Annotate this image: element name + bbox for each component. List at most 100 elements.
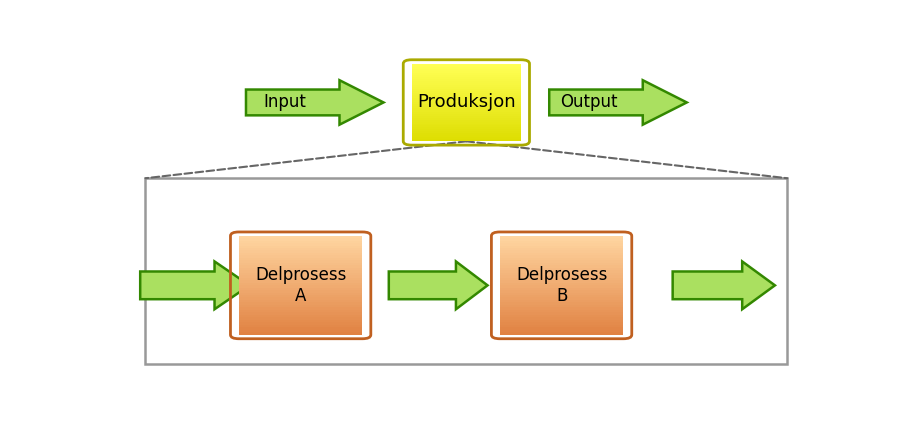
Bar bbox=[411, 118, 521, 120]
Bar bbox=[411, 124, 521, 126]
Bar bbox=[239, 238, 362, 241]
Bar bbox=[239, 297, 362, 300]
Bar bbox=[500, 290, 623, 293]
Bar bbox=[239, 317, 362, 320]
Bar bbox=[239, 295, 362, 298]
Text: Delprosess
B: Delprosess B bbox=[516, 266, 607, 305]
Bar bbox=[500, 282, 623, 285]
Bar bbox=[411, 114, 521, 116]
Bar bbox=[500, 270, 623, 273]
Bar bbox=[411, 110, 521, 112]
Bar bbox=[239, 332, 362, 335]
Bar bbox=[411, 73, 521, 75]
Bar bbox=[239, 300, 362, 303]
Text: Output: Output bbox=[560, 93, 617, 111]
Bar bbox=[239, 236, 362, 238]
Polygon shape bbox=[672, 262, 775, 309]
Bar bbox=[411, 104, 521, 106]
Bar bbox=[239, 325, 362, 327]
Bar bbox=[239, 275, 362, 278]
Bar bbox=[411, 85, 521, 87]
Bar bbox=[500, 275, 623, 278]
Bar bbox=[411, 96, 521, 98]
Bar bbox=[411, 120, 521, 122]
Bar bbox=[239, 282, 362, 285]
Bar bbox=[411, 133, 521, 135]
Bar bbox=[411, 75, 521, 77]
Bar bbox=[411, 95, 521, 97]
Bar bbox=[239, 303, 362, 305]
Bar bbox=[146, 178, 787, 365]
Bar bbox=[411, 69, 521, 71]
Bar bbox=[500, 288, 623, 290]
Bar bbox=[500, 332, 623, 335]
Bar bbox=[239, 268, 362, 270]
Polygon shape bbox=[246, 80, 383, 125]
Bar bbox=[411, 63, 521, 65]
Bar bbox=[500, 320, 623, 322]
Bar bbox=[500, 258, 623, 261]
Bar bbox=[239, 243, 362, 246]
Bar bbox=[239, 285, 362, 288]
Bar bbox=[239, 270, 362, 273]
Bar bbox=[500, 292, 623, 295]
Bar bbox=[500, 243, 623, 246]
Bar bbox=[411, 135, 521, 137]
Bar bbox=[411, 112, 521, 114]
Bar bbox=[239, 273, 362, 276]
Bar bbox=[239, 253, 362, 256]
Bar bbox=[411, 102, 521, 104]
Bar bbox=[239, 320, 362, 322]
Bar bbox=[411, 128, 521, 130]
Bar bbox=[500, 250, 623, 253]
Bar bbox=[500, 307, 623, 310]
Text: Delprosess
A: Delprosess A bbox=[255, 266, 347, 305]
Bar bbox=[500, 310, 623, 312]
Bar bbox=[411, 139, 521, 141]
Bar bbox=[500, 327, 623, 330]
Bar bbox=[500, 295, 623, 298]
Bar bbox=[411, 71, 521, 73]
Bar bbox=[411, 129, 521, 131]
Bar bbox=[411, 81, 521, 83]
Bar bbox=[239, 248, 362, 251]
Bar bbox=[500, 280, 623, 283]
Bar bbox=[411, 67, 521, 69]
Bar bbox=[500, 263, 623, 265]
Bar bbox=[411, 137, 521, 139]
Text: Input: Input bbox=[264, 93, 307, 111]
Bar bbox=[500, 238, 623, 241]
Bar bbox=[239, 241, 362, 244]
Bar bbox=[500, 260, 623, 263]
Bar bbox=[239, 305, 362, 308]
Bar bbox=[411, 100, 521, 102]
Bar bbox=[500, 246, 623, 248]
Bar bbox=[239, 250, 362, 253]
Bar bbox=[239, 315, 362, 318]
Bar bbox=[411, 131, 521, 134]
Bar bbox=[239, 290, 362, 293]
Polygon shape bbox=[140, 262, 249, 309]
Bar bbox=[500, 241, 623, 244]
Bar bbox=[500, 303, 623, 305]
Bar bbox=[500, 285, 623, 288]
Bar bbox=[411, 108, 521, 110]
Text: Produksjon: Produksjon bbox=[417, 93, 516, 111]
Bar bbox=[239, 258, 362, 261]
Bar bbox=[411, 92, 521, 95]
Bar bbox=[411, 106, 521, 108]
Bar bbox=[239, 322, 362, 325]
Bar bbox=[500, 325, 623, 327]
Bar bbox=[411, 98, 521, 101]
Bar bbox=[500, 256, 623, 258]
Bar bbox=[239, 265, 362, 268]
Bar bbox=[500, 312, 623, 315]
Bar bbox=[239, 246, 362, 248]
Bar bbox=[239, 260, 362, 263]
Bar bbox=[411, 87, 521, 89]
Polygon shape bbox=[550, 80, 687, 125]
Bar bbox=[500, 297, 623, 300]
Bar bbox=[411, 79, 521, 81]
Bar bbox=[411, 116, 521, 118]
Bar bbox=[500, 330, 623, 332]
